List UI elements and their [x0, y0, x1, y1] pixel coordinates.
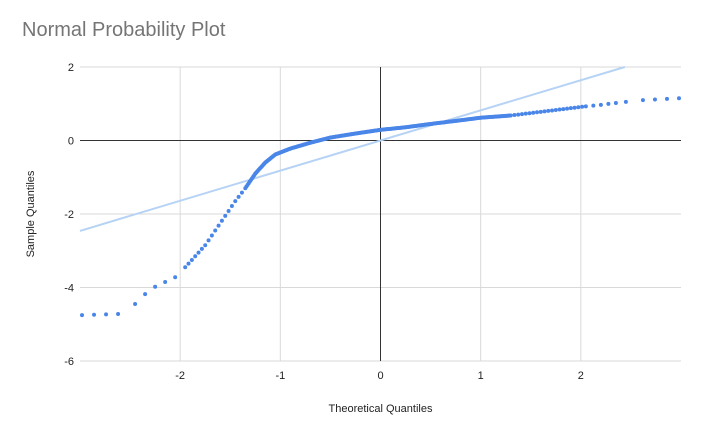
- data-point: [512, 113, 517, 118]
- data-point: [538, 109, 543, 114]
- data-point: [206, 238, 211, 243]
- data-point: [561, 107, 566, 112]
- data-point: [216, 223, 221, 228]
- data-point: [133, 302, 138, 307]
- data-point: [553, 107, 558, 112]
- data-point: [580, 104, 585, 109]
- data-point: [104, 312, 109, 317]
- data-point: [239, 190, 244, 195]
- data-point: [557, 107, 562, 112]
- x-tick-label: 0: [377, 370, 383, 382]
- y-tick-label: -6: [64, 356, 74, 368]
- data-point: [664, 96, 669, 101]
- data-point: [576, 105, 581, 110]
- data-point: [613, 101, 618, 106]
- y-tick-label: -4: [64, 283, 74, 295]
- data-point: [143, 292, 148, 297]
- chart-title: Normal Probability Plot: [22, 19, 226, 41]
- data-point: [606, 101, 611, 106]
- reference-line: [79, 66, 626, 232]
- y-axis-title: Sample Quantiles: [25, 170, 37, 257]
- data-point: [623, 99, 628, 104]
- data-point: [80, 313, 85, 318]
- x-tick-label: -2: [175, 370, 185, 382]
- data-point: [652, 97, 657, 102]
- data-point: [189, 257, 194, 262]
- tick-labels: -6 -4 -2 0 2 -2 -1 0 1 2: [64, 62, 584, 382]
- data-point: [233, 199, 238, 204]
- data-point: [203, 243, 208, 248]
- data-point: [163, 279, 168, 284]
- data-point: [546, 108, 551, 113]
- data-point: [598, 102, 603, 107]
- y-tick-label: 0: [68, 136, 74, 148]
- data-point: [591, 103, 596, 108]
- data-point: [196, 250, 201, 255]
- data-point: [542, 109, 547, 114]
- data-point: [223, 213, 228, 218]
- data-point: [565, 106, 570, 111]
- data-point: [183, 265, 188, 270]
- data-point: [519, 112, 524, 117]
- data-point: [186, 261, 191, 266]
- data-point: [583, 104, 588, 109]
- data-point: [523, 111, 528, 116]
- x-tick-label: 2: [578, 370, 584, 382]
- data-point: [572, 105, 577, 110]
- data-point: [640, 98, 645, 103]
- data-point: [236, 194, 241, 199]
- data-point: [209, 233, 214, 238]
- data-point: [516, 112, 521, 117]
- data-point: [531, 110, 536, 115]
- reference-line-group: [79, 66, 626, 232]
- x-tick-label: 1: [478, 370, 484, 382]
- data-point: [219, 218, 224, 223]
- y-tick-label: 2: [68, 62, 74, 74]
- y-tick-label: -2: [64, 209, 74, 221]
- data-point: [213, 228, 218, 233]
- data-point: [226, 208, 231, 213]
- data-point: [550, 108, 555, 113]
- data-point: [535, 110, 540, 115]
- data-points: [80, 96, 681, 318]
- data-point: [229, 204, 234, 209]
- data-point: [568, 106, 573, 111]
- data-point: [508, 113, 513, 118]
- data-point: [676, 96, 681, 101]
- data-point: [116, 311, 121, 316]
- data-point: [92, 312, 97, 317]
- data-point: [527, 111, 532, 116]
- x-axis-title: Theoretical Quantiles: [329, 403, 433, 415]
- data-point: [193, 254, 198, 259]
- data-point: [153, 284, 158, 289]
- data-point: [173, 275, 178, 280]
- x-tick-label: -1: [275, 370, 285, 382]
- data-point: [199, 246, 204, 251]
